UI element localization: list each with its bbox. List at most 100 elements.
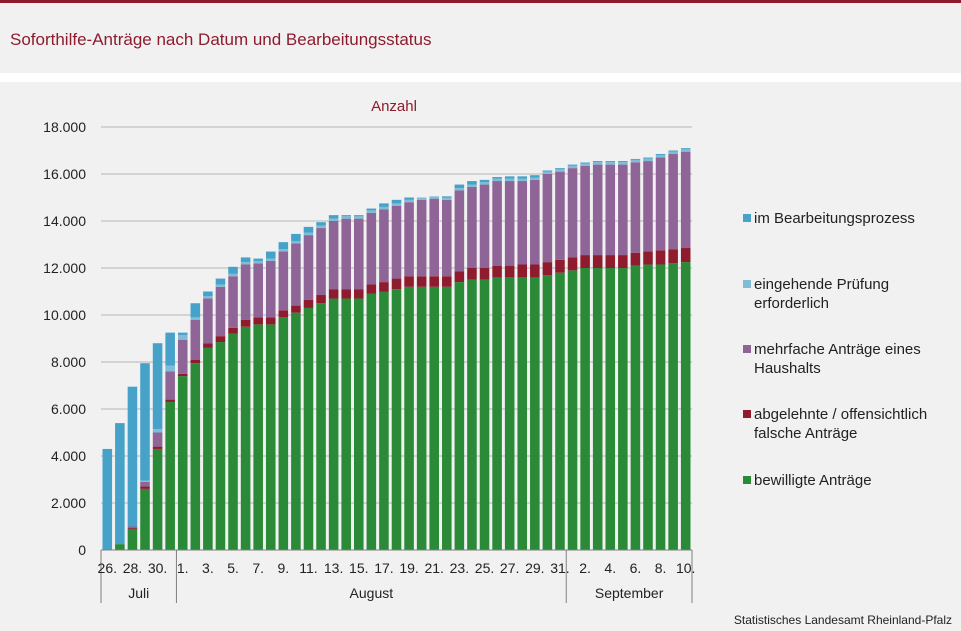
legend-label: bewilligte Anträge (754, 472, 872, 489)
bar-segment (240, 326, 251, 550)
bar-segment (643, 158, 653, 162)
bar-segment (454, 190, 465, 272)
bar-segment (517, 277, 528, 550)
bar-segment (592, 162, 603, 165)
bar-segment (404, 202, 414, 277)
bar-segment (416, 286, 427, 550)
bar-segment (303, 307, 314, 550)
bar-segment (152, 428, 163, 433)
bar-segment (366, 212, 377, 285)
bar-segment (152, 432, 163, 447)
bar-segment (429, 198, 440, 277)
bar-segment (479, 182, 490, 185)
bar-segment (492, 178, 502, 182)
y-tick-label: 8.000 (51, 354, 86, 370)
bar-segment (618, 255, 628, 268)
bar-segment (203, 343, 213, 348)
bar-segment (316, 295, 326, 304)
bar-segment (366, 210, 377, 213)
bar-segment (592, 255, 603, 268)
bar-segment (655, 154, 666, 156)
header-bar: Soforthilfe-Anträge nach Datum und Bearb… (0, 3, 961, 73)
bar-segment (680, 148, 691, 150)
bar-segment (442, 197, 452, 200)
bar-segment (140, 363, 150, 481)
bar-segment (115, 423, 125, 545)
bar-segment (530, 175, 540, 178)
bar-segment (303, 232, 314, 236)
y-tick-label: 18.000 (43, 119, 86, 135)
bar-segment (228, 266, 238, 274)
bar-segment (278, 317, 289, 550)
y-tick-label: 14.000 (43, 213, 86, 229)
bar-segment (215, 284, 226, 287)
bar-segment (492, 265, 502, 278)
bar-segment (618, 162, 628, 165)
bar-segment (643, 161, 653, 252)
bar-segment (190, 359, 201, 364)
legend-label: eingehende Prüfung erforderlich (754, 276, 890, 312)
bar-segment (668, 151, 678, 155)
bar-segment (366, 284, 377, 294)
bar-segment (454, 282, 465, 550)
bar-segment (165, 399, 175, 402)
bar-segment (253, 324, 263, 550)
bar-segment (680, 262, 691, 550)
bar-segment (404, 286, 414, 550)
bar-segment (291, 240, 301, 244)
bar-segment (429, 196, 440, 199)
bar-segment (442, 199, 452, 277)
legend-swatch (743, 214, 751, 222)
bar-segment (127, 527, 138, 529)
bar-segment (316, 228, 326, 296)
bar-segment (341, 218, 351, 290)
bar-segment (165, 371, 175, 400)
bar-segment (567, 257, 578, 271)
bar-segment (605, 255, 616, 268)
bar-segment (605, 161, 616, 163)
bar-segment (115, 544, 125, 550)
x-tick-label: 6. (630, 560, 642, 576)
bar-segment (190, 363, 201, 550)
x-tick-label: 9. (277, 560, 289, 576)
bar-segment (643, 157, 653, 159)
bar-segment (366, 293, 377, 550)
x-tick-label: 26. (98, 560, 117, 576)
bar-segment (215, 342, 226, 550)
bar-segment (303, 235, 314, 300)
bar-segment (341, 215, 351, 217)
bar-segment (328, 298, 339, 550)
bar-segment (379, 282, 389, 292)
bar-segment (203, 291, 213, 297)
bar-segment (366, 208, 377, 211)
bar-segment (203, 296, 213, 299)
bar-segment (655, 264, 666, 550)
month-label: September (595, 585, 664, 601)
x-tick-label: 30. (148, 560, 167, 576)
bar-segment (517, 176, 528, 179)
bar-segment (328, 221, 339, 290)
bar-segment (265, 324, 276, 550)
x-tick-label: 4. (604, 560, 616, 576)
source-note: Statistisches Landesamt Rheinland-Pfalz (733, 613, 952, 627)
bar-segment (630, 159, 641, 163)
bar-segment (429, 286, 440, 550)
bar-segment (140, 481, 150, 487)
x-tick-label: 19. (399, 560, 418, 576)
bar-segment (353, 218, 364, 290)
bar-segment (567, 168, 578, 258)
month-label: August (350, 585, 394, 601)
bar-segment (542, 275, 553, 550)
bar-segment (303, 299, 314, 308)
bar-segment (492, 277, 502, 550)
y-tick-label: 10.000 (43, 307, 86, 323)
bar-segment (177, 334, 188, 340)
bar-segment (643, 251, 653, 265)
month-label: Juli (128, 585, 149, 601)
bar-segment (655, 157, 666, 251)
bar-segment (127, 528, 138, 550)
bar-segment (567, 270, 578, 550)
x-tick-label: 10. (676, 560, 695, 576)
bar-segment (567, 164, 578, 166)
bar-segment (592, 161, 603, 163)
